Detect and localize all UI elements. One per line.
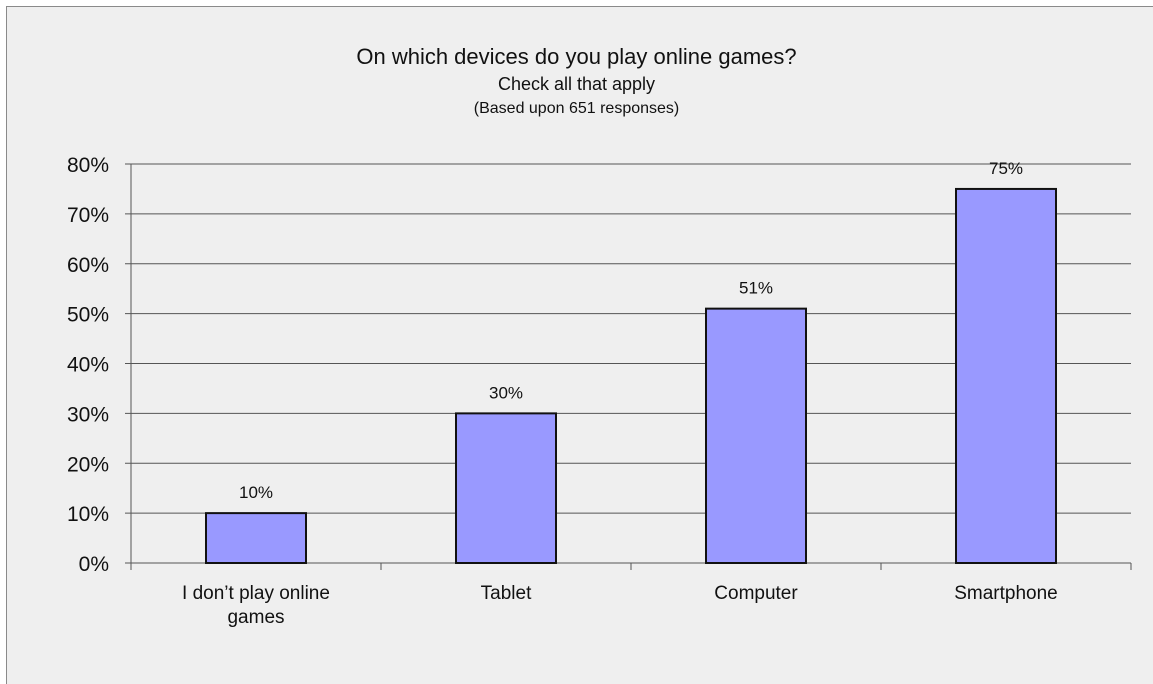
chart-note: (Based upon 651 responses) xyxy=(473,100,680,117)
y-tick-label: 70% xyxy=(67,204,109,227)
bar xyxy=(205,512,307,564)
data-label: 75% xyxy=(989,159,1023,178)
y-tick-label: 10% xyxy=(67,503,109,526)
x-tick-label: I don’t play online xyxy=(182,583,330,604)
chart-title: On which devices do you play online game… xyxy=(356,44,797,69)
y-tick-label: 60% xyxy=(67,254,109,277)
y-tick-label: 20% xyxy=(67,453,109,476)
x-tick-label: Smartphone xyxy=(954,583,1058,604)
data-label: 51% xyxy=(739,279,773,298)
y-tick-label: 40% xyxy=(67,354,109,377)
bar xyxy=(455,412,557,564)
x-tick-label: games xyxy=(227,607,284,628)
bar xyxy=(705,307,807,565)
data-label: 10% xyxy=(239,483,273,502)
x-tick-label: Computer xyxy=(714,583,798,604)
data-label: 30% xyxy=(489,383,523,402)
y-tick-label: 30% xyxy=(67,403,109,426)
y-tick-label: 80% xyxy=(67,154,109,177)
bar xyxy=(955,187,1057,564)
y-tick-label: 50% xyxy=(67,304,109,327)
x-tick-label: Tablet xyxy=(481,583,532,604)
y-tick-label: 0% xyxy=(79,553,109,576)
chart-subtitle: Check all that apply xyxy=(497,74,656,94)
